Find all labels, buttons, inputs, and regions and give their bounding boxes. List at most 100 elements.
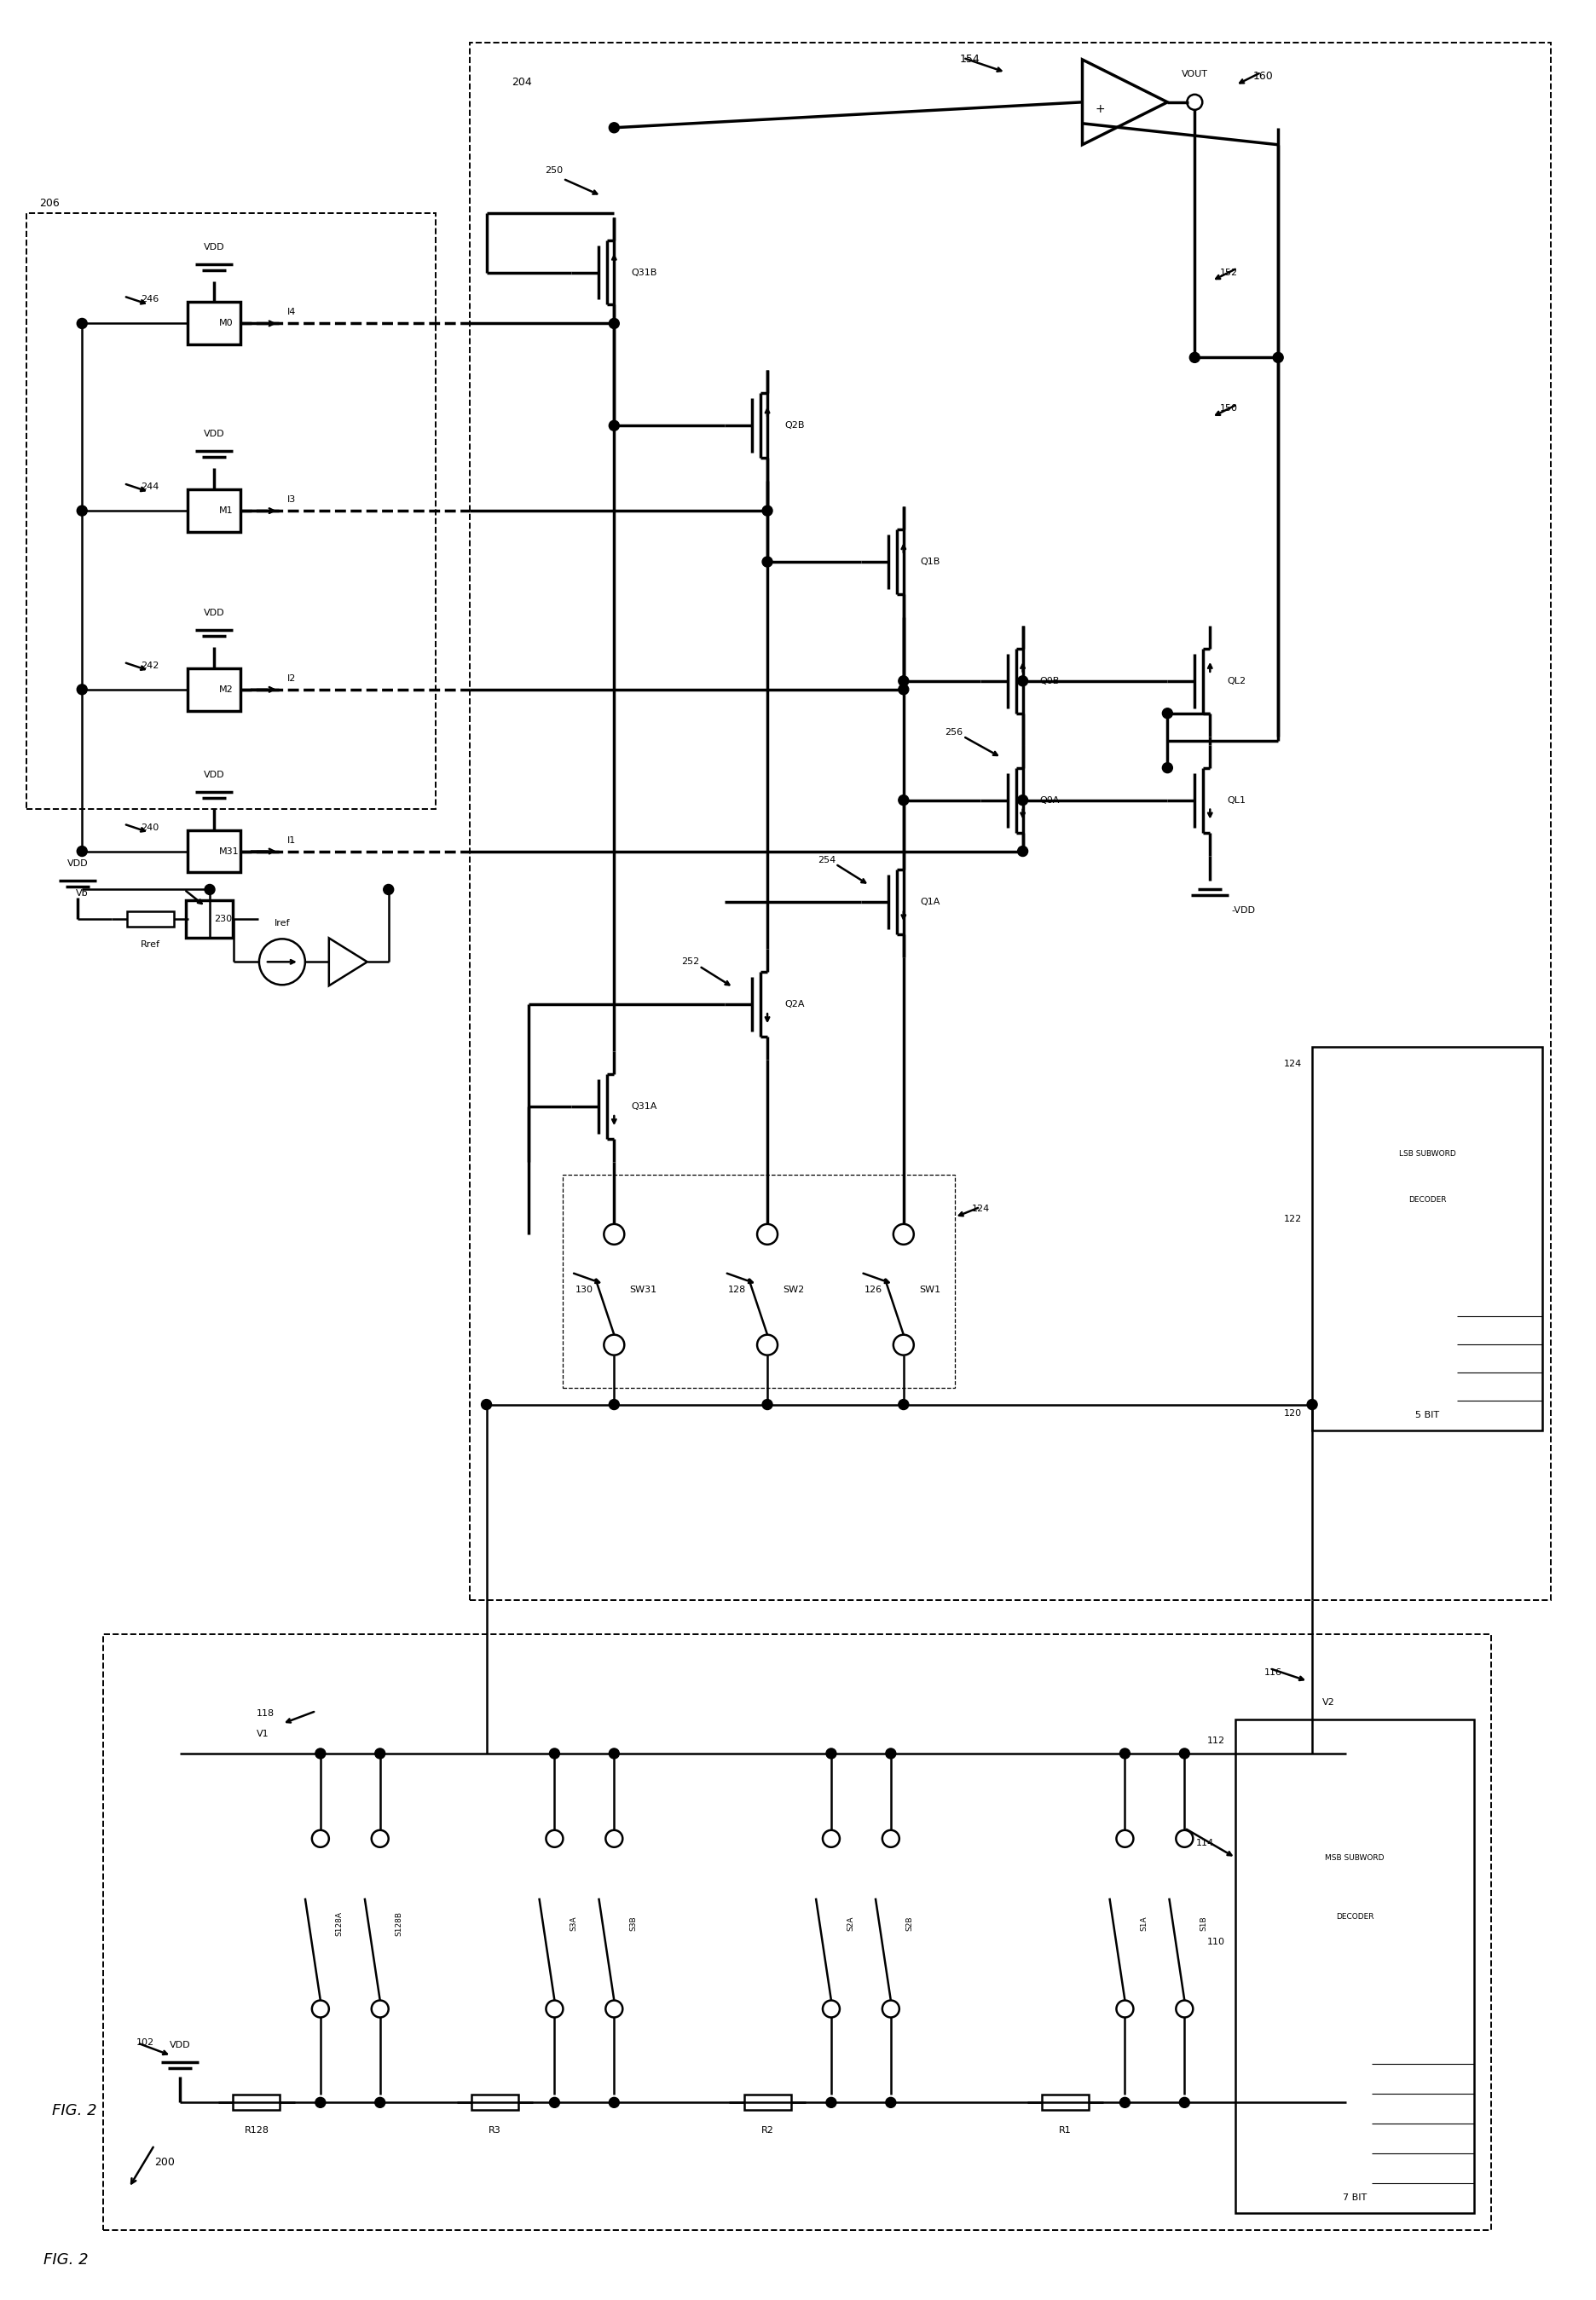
Circle shape xyxy=(899,796,908,805)
Circle shape xyxy=(610,2098,619,2107)
Text: 124: 124 xyxy=(1283,1060,1302,1067)
Circle shape xyxy=(1120,1748,1130,1760)
Circle shape xyxy=(886,2098,895,2107)
Circle shape xyxy=(77,846,88,856)
Text: Q0B: Q0B xyxy=(1039,676,1060,685)
Circle shape xyxy=(899,685,908,695)
Text: VDD: VDD xyxy=(169,2040,190,2049)
Text: R1: R1 xyxy=(1060,2125,1071,2134)
Circle shape xyxy=(763,506,772,515)
Text: 150: 150 xyxy=(1221,405,1238,414)
Text: I3: I3 xyxy=(287,494,295,504)
Text: M2: M2 xyxy=(219,685,233,695)
Text: Q1B: Q1B xyxy=(921,557,940,566)
Text: 130: 130 xyxy=(575,1286,592,1295)
Bar xyxy=(233,2095,279,2109)
Text: S1B: S1B xyxy=(1200,1916,1208,1932)
Text: VDD: VDD xyxy=(204,241,225,251)
Circle shape xyxy=(375,2098,385,2107)
Text: Q31A: Q31A xyxy=(630,1102,658,1111)
Circle shape xyxy=(610,1748,619,1760)
Text: DECODER: DECODER xyxy=(1336,1914,1374,1920)
Text: V1: V1 xyxy=(257,1730,270,1739)
Circle shape xyxy=(1179,2098,1189,2107)
Bar xyxy=(1312,1046,1542,1431)
Circle shape xyxy=(827,2098,836,2107)
Text: Rref: Rref xyxy=(140,941,160,950)
Text: S128B: S128B xyxy=(396,1911,404,1937)
Text: 240: 240 xyxy=(140,823,160,833)
Circle shape xyxy=(899,676,908,685)
Circle shape xyxy=(383,886,394,895)
Bar xyxy=(1235,1720,1475,2213)
Circle shape xyxy=(763,557,772,566)
Text: -VDD: -VDD xyxy=(1231,906,1254,915)
Text: 154: 154 xyxy=(959,53,980,64)
Circle shape xyxy=(482,1398,492,1410)
Text: 200: 200 xyxy=(155,2157,176,2167)
Text: 230: 230 xyxy=(214,915,231,925)
Text: 254: 254 xyxy=(817,856,835,865)
Text: 250: 250 xyxy=(544,166,563,175)
Text: Q2A: Q2A xyxy=(784,1000,804,1010)
Text: 124: 124 xyxy=(972,1205,990,1212)
Bar xyxy=(1042,2095,1088,2109)
Text: VOUT: VOUT xyxy=(1181,69,1208,78)
Circle shape xyxy=(886,1748,895,1760)
Circle shape xyxy=(1018,796,1028,805)
Bar xyxy=(188,490,241,531)
Text: V2: V2 xyxy=(1323,1697,1334,1707)
Text: 152: 152 xyxy=(1221,269,1238,276)
Circle shape xyxy=(1179,1748,1189,1760)
Circle shape xyxy=(827,1748,836,1760)
Text: 118: 118 xyxy=(257,1709,275,1718)
Text: DECODER: DECODER xyxy=(1408,1196,1446,1205)
Text: S2A: S2A xyxy=(846,1916,854,1932)
Text: 128: 128 xyxy=(728,1286,745,1295)
Bar xyxy=(563,1175,954,1387)
Text: 5 BIT: 5 BIT xyxy=(1416,1410,1440,1419)
Bar xyxy=(188,301,241,345)
Text: M0: M0 xyxy=(219,320,233,327)
Text: I4: I4 xyxy=(287,308,297,317)
Text: 7 BIT: 7 BIT xyxy=(1342,2194,1366,2201)
Text: SW2: SW2 xyxy=(782,1286,804,1295)
Text: Q2B: Q2B xyxy=(784,421,804,430)
Text: Iref: Iref xyxy=(275,920,290,927)
Text: VDD: VDD xyxy=(67,860,88,867)
Text: 206: 206 xyxy=(40,198,59,209)
Text: MSB SUBWORD: MSB SUBWORD xyxy=(1325,1854,1384,1861)
Circle shape xyxy=(610,1398,619,1410)
Text: VDD: VDD xyxy=(204,770,225,780)
Circle shape xyxy=(549,2098,560,2107)
Circle shape xyxy=(77,685,88,695)
Text: Q0A: Q0A xyxy=(1039,796,1060,805)
Text: M31: M31 xyxy=(219,846,239,856)
Bar xyxy=(471,2095,519,2109)
Text: VDD: VDD xyxy=(204,430,225,439)
Text: LSB SUBWORD: LSB SUBWORD xyxy=(1398,1150,1456,1159)
Circle shape xyxy=(316,2098,326,2107)
Circle shape xyxy=(763,1398,772,1410)
Bar xyxy=(126,911,174,927)
Text: S3B: S3B xyxy=(629,1916,637,1932)
Text: R2: R2 xyxy=(761,2125,774,2134)
Circle shape xyxy=(1162,764,1173,773)
Text: I1: I1 xyxy=(287,835,295,844)
Circle shape xyxy=(77,506,88,515)
Text: R128: R128 xyxy=(244,2125,270,2134)
Text: SW31: SW31 xyxy=(629,1286,658,1295)
Text: S1A: S1A xyxy=(1140,1916,1148,1932)
Bar xyxy=(27,214,436,810)
Bar xyxy=(188,669,241,711)
Text: 110: 110 xyxy=(1208,1937,1226,1946)
Text: Q1A: Q1A xyxy=(921,897,940,906)
Bar xyxy=(185,902,233,938)
Circle shape xyxy=(1120,2098,1130,2107)
Text: SW1: SW1 xyxy=(919,1286,940,1295)
Circle shape xyxy=(899,1398,908,1410)
Circle shape xyxy=(1307,1398,1317,1410)
Text: VDD: VDD xyxy=(204,610,225,616)
Circle shape xyxy=(1162,708,1173,718)
Text: S128A: S128A xyxy=(335,1911,343,1937)
